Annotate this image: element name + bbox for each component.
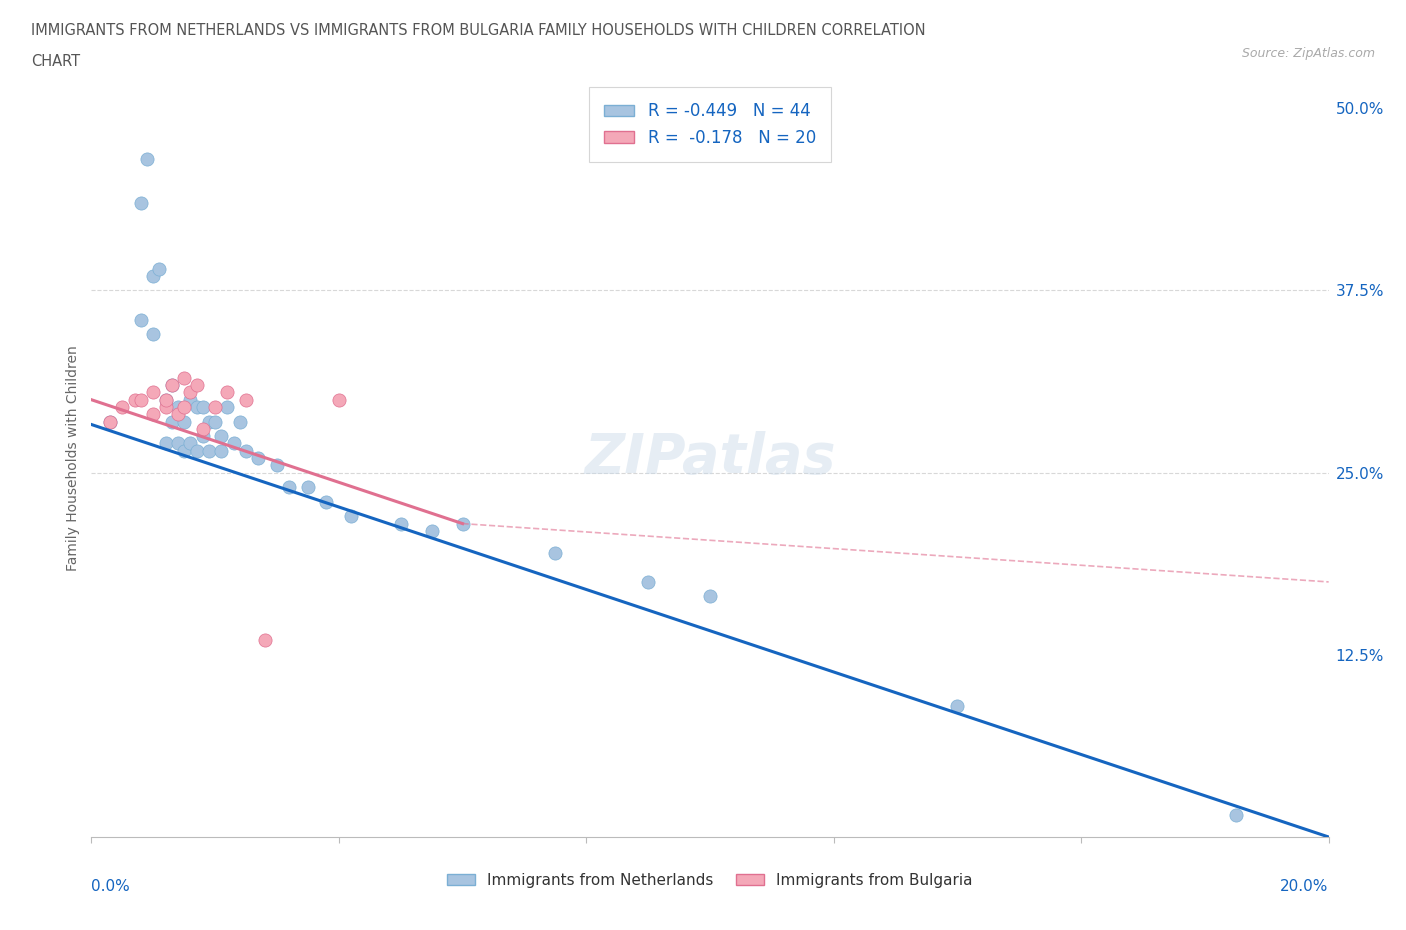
Point xyxy=(129,392,152,407)
Point xyxy=(148,261,170,276)
Point xyxy=(217,385,239,400)
Point xyxy=(637,575,659,590)
Point xyxy=(179,392,201,407)
Point xyxy=(191,429,214,444)
Point xyxy=(124,392,146,407)
Point xyxy=(167,406,190,421)
Point xyxy=(278,480,301,495)
Point xyxy=(247,451,270,466)
Point xyxy=(191,400,214,415)
Point xyxy=(946,698,969,713)
Point xyxy=(420,524,443,538)
Point xyxy=(155,400,177,415)
Text: CHART: CHART xyxy=(31,54,80,69)
Point xyxy=(160,414,183,429)
Point xyxy=(186,378,208,392)
Point xyxy=(186,400,208,415)
Point xyxy=(328,392,350,407)
Point xyxy=(198,414,221,429)
Point xyxy=(142,326,165,341)
Legend: Immigrants from Netherlands, Immigrants from Bulgaria: Immigrants from Netherlands, Immigrants … xyxy=(441,867,979,894)
Point xyxy=(209,444,232,458)
Point xyxy=(253,632,276,647)
Point xyxy=(142,406,165,421)
Point xyxy=(229,414,252,429)
Point xyxy=(129,312,152,327)
Point xyxy=(266,458,288,472)
Text: IMMIGRANTS FROM NETHERLANDS VS IMMIGRANTS FROM BULGARIA FAMILY HOUSEHOLDS WITH C: IMMIGRANTS FROM NETHERLANDS VS IMMIGRANT… xyxy=(31,23,925,38)
Point xyxy=(204,414,226,429)
Point xyxy=(129,195,152,210)
Point xyxy=(173,370,195,385)
Text: ZIPatlas: ZIPatlas xyxy=(585,431,835,485)
Point xyxy=(198,444,221,458)
Text: Source: ZipAtlas.com: Source: ZipAtlas.com xyxy=(1241,46,1375,60)
Point xyxy=(160,378,183,392)
Point xyxy=(155,392,177,407)
Point xyxy=(1225,807,1247,822)
Point xyxy=(544,545,567,560)
Point xyxy=(315,495,337,510)
Point xyxy=(451,516,474,531)
Point xyxy=(699,589,721,604)
Point xyxy=(235,444,257,458)
Point xyxy=(297,480,319,495)
Point xyxy=(173,414,195,429)
Point xyxy=(160,378,183,392)
Point xyxy=(204,400,226,415)
Point xyxy=(142,385,165,400)
Text: 0.0%: 0.0% xyxy=(91,879,131,894)
Point xyxy=(167,436,190,451)
Point xyxy=(191,421,214,436)
Point xyxy=(217,400,239,415)
Point xyxy=(222,436,245,451)
Point xyxy=(167,400,190,415)
Point xyxy=(209,429,232,444)
Point xyxy=(155,436,177,451)
Point xyxy=(136,152,159,166)
Y-axis label: Family Households with Children: Family Households with Children xyxy=(66,345,80,571)
Point xyxy=(98,414,121,429)
Text: 20.0%: 20.0% xyxy=(1281,879,1329,894)
Point xyxy=(179,436,201,451)
Point xyxy=(142,269,165,284)
Point xyxy=(98,414,121,429)
Point xyxy=(235,392,257,407)
Point xyxy=(111,400,134,415)
Point xyxy=(186,444,208,458)
Point xyxy=(155,392,177,407)
Point xyxy=(173,444,195,458)
Point xyxy=(173,400,195,415)
Point xyxy=(389,516,412,531)
Point xyxy=(179,385,201,400)
Point xyxy=(340,509,363,524)
